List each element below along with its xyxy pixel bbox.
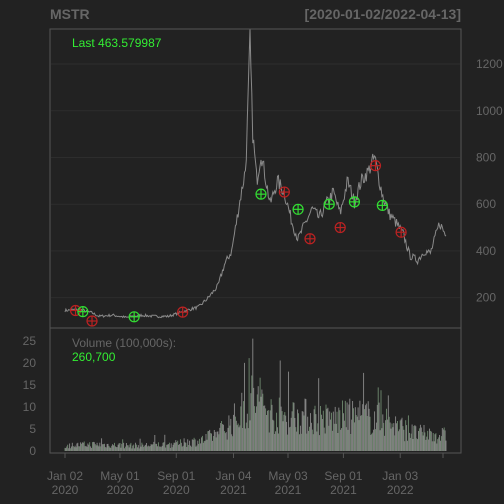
x-tick-year: 2021 <box>220 483 247 497</box>
price-tick-label: 800 <box>476 150 496 164</box>
price-tick-label: 600 <box>476 197 496 211</box>
trade-signals <box>69 160 407 327</box>
volume-panel-frame <box>49 327 462 454</box>
sell-signal-marker <box>369 160 382 172</box>
volume-last-value: 260,700 <box>72 350 116 364</box>
x-tick-label: Sep 01 <box>157 469 195 483</box>
buy-signal-marker <box>323 198 335 210</box>
x-tick-year: 2022 <box>387 483 414 497</box>
buy-signal-marker <box>255 188 267 200</box>
sell-signal-marker <box>304 233 316 245</box>
x-tick-year: 2020 <box>107 483 134 497</box>
buy-signal-marker <box>376 199 388 211</box>
chart-title: MSTR <box>50 6 90 22</box>
volume-tick-label: 5 <box>29 422 36 436</box>
price-tick-label: 200 <box>476 291 496 305</box>
price-y-axis: 200 400 600 800 1000 1200 <box>476 57 503 305</box>
price-tick-label: 1200 <box>476 57 503 71</box>
date-range-label: [2020-01-02/2022-04-13] <box>305 6 461 22</box>
price-panel: 200 400 600 800 1000 1200 Last 463.579987 <box>49 28 503 329</box>
sell-signal-marker <box>334 221 346 234</box>
volume-tick-label: 0 <box>29 444 36 458</box>
sell-signal-marker <box>395 226 407 238</box>
x-tick-year: 2021 <box>275 483 302 497</box>
volume-tick-label: 25 <box>23 334 37 348</box>
volume-tick-label: 10 <box>23 400 37 414</box>
buy-signal-marker <box>292 203 304 215</box>
sell-signal-marker <box>177 306 189 318</box>
x-tick-label: May 01 <box>100 469 140 483</box>
price-tick-label: 400 <box>476 244 496 258</box>
x-tick-label: Jan 03 <box>382 469 418 483</box>
volume-tick-label: 20 <box>23 356 37 370</box>
price-tick-label: 1000 <box>476 104 503 118</box>
x-tick-label: Jan 02 <box>47 469 83 483</box>
volume-bars <box>64 338 447 451</box>
x-tick-label: May 03 <box>268 469 308 483</box>
price-grid <box>51 63 460 299</box>
volume-label: Volume (100,000s): <box>72 336 176 350</box>
sell-signal-marker <box>86 315 98 327</box>
buy-signal-marker <box>128 311 140 323</box>
price-line <box>64 29 447 319</box>
x-tick-year: 2021 <box>330 483 357 497</box>
price-panel-frame <box>49 28 462 329</box>
last-price-label: Last 463.579987 <box>72 36 162 50</box>
volume-y-axis: 0 5 10 15 20 25 <box>23 334 37 458</box>
x-tick-label: Sep 01 <box>324 469 362 483</box>
buy-signal-marker <box>77 306 89 318</box>
volume-panel: 0 5 10 15 20 25 Volume (100,000s): 260,700 <box>23 327 462 458</box>
buy-signal-marker <box>348 196 361 208</box>
sell-signal-marker <box>69 304 82 317</box>
x-tick-label: Jan 04 <box>216 469 252 483</box>
x-tick-year: 2020 <box>163 483 190 497</box>
sell-signal-marker <box>278 186 290 198</box>
volume-tick-label: 15 <box>23 378 37 392</box>
x-tick-year: 2020 <box>52 483 79 497</box>
